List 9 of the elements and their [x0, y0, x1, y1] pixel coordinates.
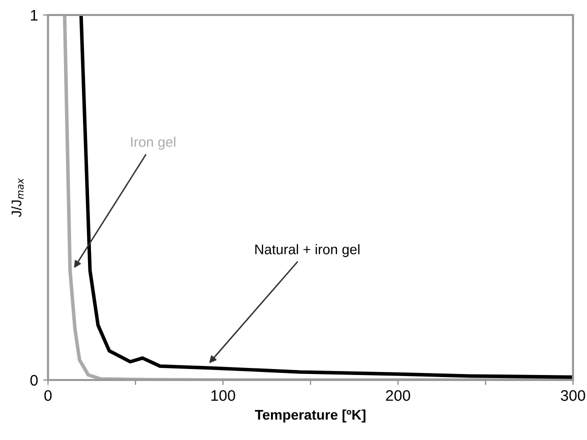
- x-tick-label: 100: [211, 390, 236, 401]
- y-axis-title: J/J$_{max}$: [11, 178, 24, 218]
- x-tick-label: 0: [44, 390, 52, 401]
- y-tick-label: 1: [30, 10, 38, 21]
- x-tick-label: 300: [560, 390, 586, 401]
- annotation: Natural + iron gel: [255, 244, 360, 258]
- x-axis-title: Temperature [ºK]: [255, 410, 366, 422]
- annotation: Iron gel: [131, 136, 176, 150]
- x-tick-label: 200: [386, 390, 410, 401]
